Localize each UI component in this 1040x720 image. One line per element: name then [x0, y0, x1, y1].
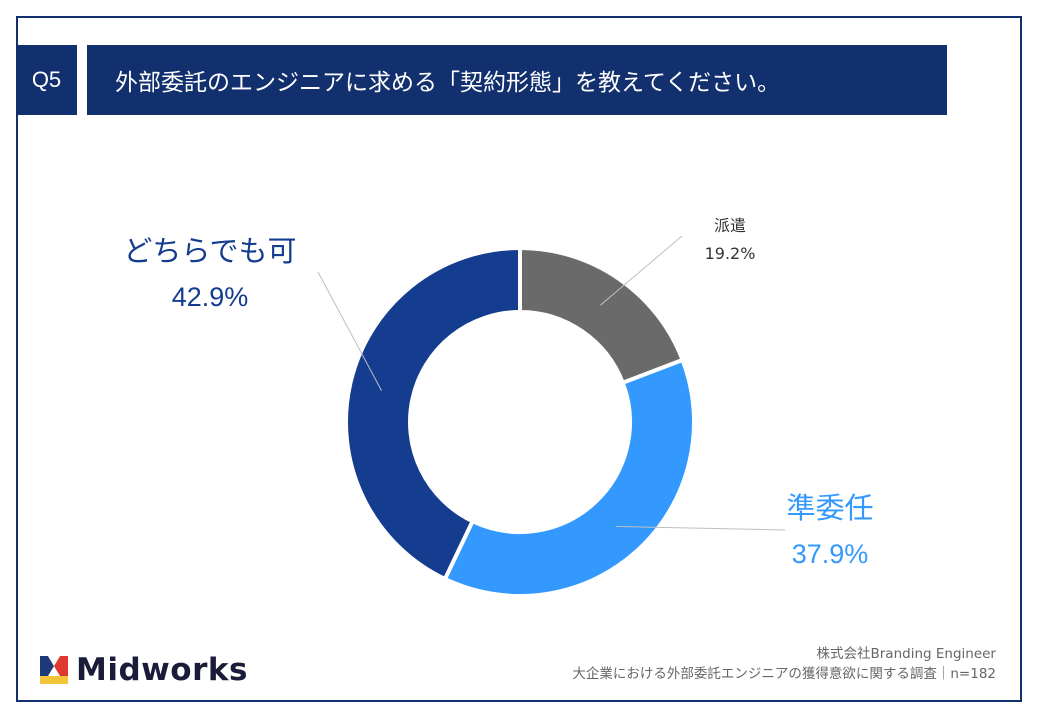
- label-dochira-value: 42.9%: [171, 282, 249, 312]
- footer-survey: 大企業における外部委託エンジニアの獲得意欲に関する調査｜n=182: [572, 666, 996, 682]
- label-junininn-name: 準委任: [786, 491, 874, 525]
- question-number: Q5: [16, 45, 77, 115]
- question-title-text: 外部委託のエンジニアに求める「契約形態」を教えてください。: [115, 70, 781, 96]
- midworks-logo: Midworks: [40, 650, 248, 690]
- leader-line: [317, 271, 382, 391]
- slice-junininn: [442, 357, 696, 598]
- label-dochira-name: どちらでも可: [123, 234, 297, 268]
- slide-frame: [16, 16, 1022, 702]
- leader-line: [616, 525, 786, 531]
- label-haken: 派遣 19.2%: [690, 212, 770, 263]
- label-haken-value: 19.2%: [704, 244, 756, 263]
- logo-text: Midworks: [76, 652, 248, 688]
- label-junininn-value: 37.9%: [791, 539, 869, 569]
- footer-company: 株式会社Branding Engineer: [816, 646, 996, 662]
- label-haken-name: 派遣: [713, 216, 746, 235]
- footer-source: 株式会社Branding Engineer 大企業における外部委託エンジニアの獲…: [572, 644, 996, 684]
- midworks-m-icon: [40, 656, 68, 684]
- question-title: 外部委託のエンジニアに求める「契約形態」を教えてください。: [87, 45, 947, 115]
- slice-haken: [518, 245, 686, 386]
- leader-line: [600, 235, 683, 306]
- label-junininn: 準委任 37.9%: [760, 485, 900, 570]
- label-dochira: どちらでも可 42.9%: [100, 228, 320, 313]
- slice-dochira: [344, 245, 522, 582]
